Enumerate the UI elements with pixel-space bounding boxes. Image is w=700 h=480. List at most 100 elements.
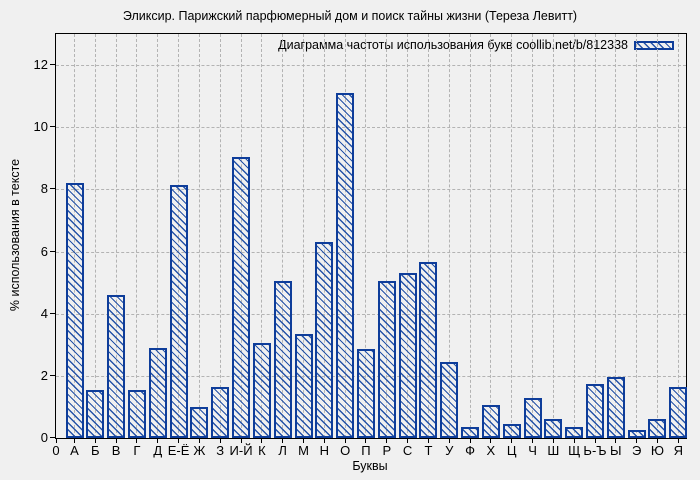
vertical-gridline (198, 34, 200, 438)
x-tick (573, 439, 575, 443)
x-tick (178, 439, 180, 443)
bar (461, 427, 480, 438)
bar (440, 361, 459, 438)
bar (523, 397, 542, 438)
vertical-gridline (656, 34, 658, 438)
x-tick-label: Х (486, 443, 496, 458)
vertical-gridline (594, 34, 596, 438)
vertical-gridline (386, 34, 388, 438)
horizontal-gridline (56, 313, 686, 315)
y-tick-label: 8 (40, 181, 48, 197)
bar (398, 273, 417, 438)
vertical-gridline (636, 34, 638, 438)
horizontal-gridline (56, 65, 686, 67)
x-tick (323, 439, 325, 443)
y-tick (50, 250, 55, 252)
vertical-gridline (427, 34, 429, 438)
y-tick-label: 4 (40, 305, 48, 321)
x-tick-label: Т (424, 443, 433, 458)
x-tick (511, 439, 513, 443)
x-tick (240, 439, 242, 443)
vertical-gridline (219, 34, 221, 438)
x-tick-label: Ш (547, 443, 560, 458)
x-tick-label: А (70, 443, 79, 458)
bar (107, 295, 126, 438)
x-tick (552, 439, 554, 443)
bar (544, 419, 563, 438)
x-tick-label: Ц (506, 443, 517, 458)
x-tick (407, 439, 409, 443)
x-tick (219, 439, 221, 443)
bar (502, 424, 521, 438)
horizontal-gridline (56, 189, 686, 191)
x-tick-label: И-Й (229, 443, 253, 458)
bar (669, 386, 688, 438)
bar (190, 406, 209, 438)
bar (648, 419, 667, 438)
y-tick-label: 12 (33, 57, 48, 73)
x-tick-label: Н (319, 443, 330, 458)
x-tick (427, 439, 429, 443)
vertical-gridline (573, 34, 575, 438)
bar (148, 347, 167, 438)
x-tick (365, 439, 367, 443)
vertical-gridline (552, 34, 554, 438)
x-tick-label: Щ (568, 443, 581, 458)
bar (481, 405, 500, 438)
x-origin-label: 0 (52, 443, 60, 458)
bar (65, 183, 84, 438)
y-tick (50, 437, 55, 438)
x-tick-label: Ь-Ъ (583, 443, 607, 458)
vertical-gridline (157, 34, 159, 438)
x-tick (677, 439, 679, 443)
x-tick-label: Е-Ё (167, 443, 190, 458)
x-tick (594, 439, 596, 443)
y-tick-label: 2 (40, 367, 48, 383)
x-tick-label: Ы (610, 443, 622, 458)
vertical-gridline (469, 34, 471, 438)
vertical-gridline (677, 34, 679, 438)
x-tick (469, 439, 471, 443)
bar (252, 343, 271, 438)
y-tick (50, 64, 55, 66)
x-tick-label: Г (133, 443, 141, 458)
y-tick (50, 188, 55, 190)
bar (127, 389, 146, 438)
x-tick-label: Я (673, 443, 683, 458)
x-tick (615, 439, 617, 443)
x-tick-label: М (298, 443, 309, 458)
x-tick-label: Ж (193, 443, 206, 458)
bar (606, 377, 625, 438)
x-tick (532, 439, 534, 443)
vertical-gridline (115, 34, 117, 438)
x-tick (94, 439, 96, 443)
x-tick (282, 439, 284, 443)
x-tick-label: Ф (465, 443, 476, 458)
x-tick (636, 439, 638, 443)
x-tick-label: О (340, 443, 351, 458)
x-tick (656, 439, 658, 443)
x-tick-label: З (216, 443, 225, 458)
vertical-gridline (94, 34, 96, 438)
bar (627, 430, 646, 438)
vertical-gridline (303, 34, 305, 438)
x-tick (261, 439, 263, 443)
x-tick-label: П (361, 443, 371, 458)
x-tick-label: У (445, 443, 454, 458)
x-tick (55, 439, 57, 443)
horizontal-gridline (56, 251, 686, 253)
vertical-gridline (511, 34, 513, 438)
bar (86, 389, 105, 438)
bar (273, 281, 292, 438)
x-tick-label: Л (278, 443, 287, 458)
x-tick (490, 439, 492, 443)
x-tick-label: Д (153, 443, 163, 458)
y-tick-label: 6 (40, 243, 48, 259)
x-tick-label: Б (91, 443, 100, 458)
vertical-gridline (261, 34, 263, 438)
x-tick (74, 439, 75, 443)
bar (336, 93, 355, 438)
chart-title: Эликсир. Парижский парфюмерный дом и пои… (122, 9, 578, 23)
x-tick (344, 439, 346, 443)
vertical-gridline (365, 34, 367, 438)
